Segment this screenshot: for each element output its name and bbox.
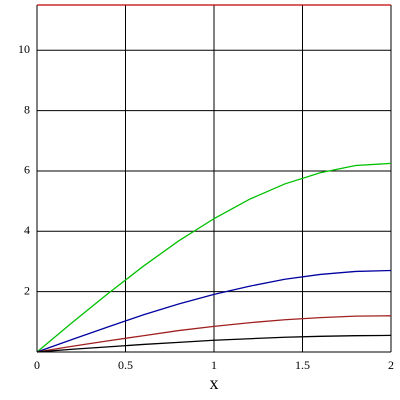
x-axis-label: x bbox=[210, 373, 219, 393]
x-tick-label: 2 bbox=[388, 358, 394, 372]
line-series bbox=[36, 315, 392, 353]
x-tick-label: 0 bbox=[34, 358, 40, 372]
x-tick-label: 1.5 bbox=[295, 358, 310, 372]
x-tick-label: 0.5 bbox=[118, 358, 133, 372]
y-tick-label: 8 bbox=[24, 102, 30, 116]
line-series bbox=[36, 162, 392, 353]
x-tick-label: 1 bbox=[211, 358, 217, 372]
line-series bbox=[36, 269, 392, 353]
y-tick-label: 6 bbox=[24, 163, 30, 177]
line-series bbox=[36, 334, 392, 353]
y-tick-label: 2 bbox=[24, 283, 30, 297]
y-tick-label: 4 bbox=[24, 223, 30, 237]
y-tick-label: 10 bbox=[18, 42, 30, 56]
